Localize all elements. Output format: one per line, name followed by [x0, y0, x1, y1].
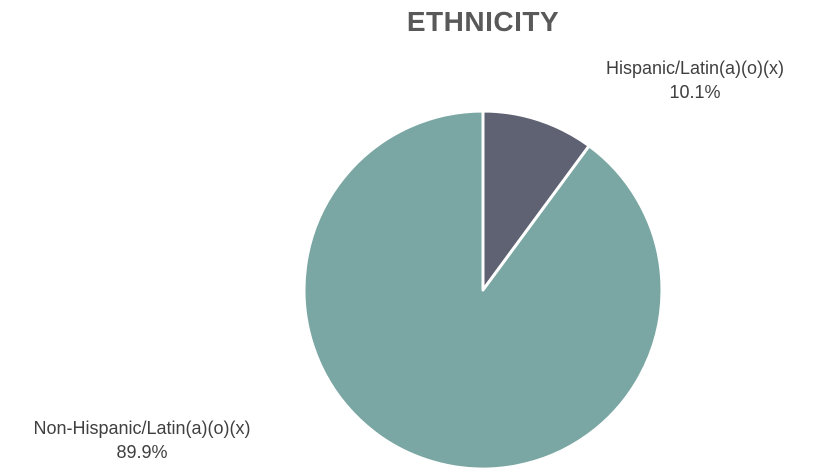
slice-label-hispanic: Hispanic/Latin(a)(o)(x) 10.1%	[575, 56, 813, 104]
slice-label-non-hispanic-name: Non-Hispanic/Latin(a)(o)(x)	[33, 418, 251, 438]
pie-slice-hispanic	[481, 109, 591, 292]
slice-label-hispanic-name: Hispanic/Latin(a)(o)(x)	[605, 58, 785, 78]
slice-label-non-hispanic: Non-Hispanic/Latin(a)(o)(x) 89.9%	[0, 416, 284, 464]
slice-label-non-hispanic-value: 89.9%	[116, 442, 168, 462]
chart-title: ETHNICITY	[406, 6, 560, 37]
pie-slice-non-hispanic	[302, 109, 664, 468]
slice-label-hispanic-value: 10.1%	[669, 82, 721, 102]
